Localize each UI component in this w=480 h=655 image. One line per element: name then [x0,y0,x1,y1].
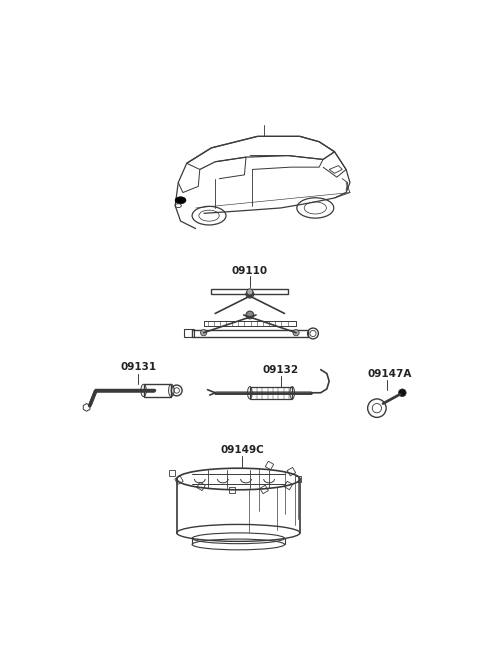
Text: 09147A: 09147A [367,369,411,379]
Circle shape [246,311,254,319]
Bar [229,487,235,493]
Ellipse shape [175,196,186,204]
Text: 09149C: 09149C [220,445,264,455]
Text: 09110: 09110 [232,266,268,276]
Bar [295,476,301,482]
Circle shape [246,290,254,298]
Bar [175,476,183,485]
Bar [204,321,296,326]
Text: 09131: 09131 [120,362,156,372]
Circle shape [247,289,253,295]
Circle shape [398,389,406,397]
Bar [192,330,308,337]
Bar [169,470,175,476]
Bar [265,461,274,470]
Circle shape [293,329,299,336]
Bar [287,468,296,476]
Bar [260,485,268,494]
Bar [211,289,288,294]
Bar [250,386,292,399]
Bar [144,384,171,397]
Circle shape [201,329,207,336]
Bar [184,329,193,337]
Text: 09132: 09132 [263,365,299,375]
Bar [284,481,293,490]
Bar [197,482,205,491]
